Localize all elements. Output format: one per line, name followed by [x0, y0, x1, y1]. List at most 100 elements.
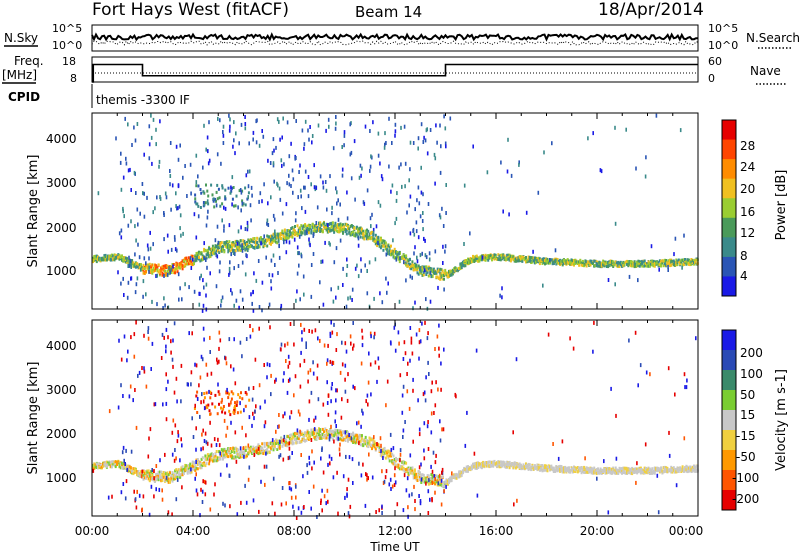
echo-cell: [619, 467, 622, 471]
echo-cell: [473, 255, 476, 259]
echo-cell: [366, 477, 368, 482]
echo-cell: [357, 243, 360, 248]
echo-cell: [283, 228, 286, 232]
echo-cell: [554, 257, 557, 261]
echo-cell: [607, 467, 610, 471]
echo-cell: [165, 195, 168, 200]
echo-cell: [360, 443, 363, 447]
echo-cell: [424, 265, 426, 269]
echo-cell: [371, 438, 373, 442]
echo-cell: [340, 433, 343, 437]
echo-cell: [437, 268, 440, 272]
echo-cell: [674, 468, 676, 472]
echo-cell: [436, 479, 439, 483]
echo-cell: [169, 169, 171, 173]
echo-cell: [367, 229, 370, 233]
echo-cell: [135, 505, 138, 510]
echo-cell: [189, 465, 192, 469]
echo-cell: [285, 438, 288, 442]
power-ytick-3000: 3000: [46, 176, 77, 190]
echo-cell: [395, 464, 397, 468]
echo-cell: [628, 467, 631, 471]
echo-cell: [148, 156, 151, 161]
echo-cell: [645, 467, 647, 471]
echo-cell: [238, 248, 241, 252]
echo-cell: [221, 397, 223, 402]
echo-cell: [294, 233, 296, 237]
echo-cell: [383, 145, 386, 150]
echo-cell: [114, 460, 117, 464]
echo-cell: [509, 254, 512, 258]
echo-cell: [265, 464, 268, 469]
echo-cell: [322, 302, 325, 307]
echo-cell: [422, 265, 425, 269]
echo-cell: [299, 163, 301, 168]
echo-cell: [474, 466, 477, 470]
echo-cell: [229, 244, 232, 248]
echo-cell: [138, 474, 141, 478]
echo-cell: [658, 468, 661, 472]
echo-cell: [268, 241, 271, 245]
echo-cell: [194, 362, 196, 367]
echo-cell: [250, 292, 252, 297]
echo-cell: [464, 259, 467, 262]
echo-cell: [214, 393, 217, 397]
echo-cell: [520, 463, 522, 467]
echo-cell: [130, 276, 133, 281]
echo-cell: [234, 251, 236, 256]
echo-cell: [346, 216, 349, 221]
echo-cell: [663, 262, 666, 266]
power-cb-tick-24: 24: [740, 160, 755, 174]
echo-cell: [627, 260, 630, 264]
echo-cell: [674, 261, 676, 265]
echo-cell: [252, 240, 255, 243]
power-cb-tick-28: 28: [740, 139, 755, 153]
echo-cell: [110, 253, 113, 257]
echo-cell: [552, 470, 555, 473]
echo-cell: [275, 440, 278, 444]
echo-cell: [516, 259, 519, 263]
echo-cell: [184, 164, 186, 168]
echo-cell: [181, 465, 184, 469]
echo-cell: [146, 264, 149, 268]
echo-cell: [147, 247, 150, 252]
echo-cell: [325, 228, 328, 232]
echo-cell: [151, 341, 154, 346]
echo-cell: [607, 260, 610, 264]
echo-cell: [521, 259, 524, 263]
echo-cell: [294, 225, 296, 228]
echo-cell: [234, 249, 237, 253]
echo-cell: [302, 224, 305, 228]
echo-cell: [406, 468, 409, 472]
echo-cell: [122, 175, 125, 180]
echo-cell: [661, 259, 664, 263]
echo-cell: [248, 450, 251, 454]
echo-cell: [533, 464, 536, 468]
echo-cell: [223, 228, 225, 233]
echo-cell: [282, 438, 285, 443]
echo-cell: [581, 262, 584, 266]
echo-cell: [416, 255, 418, 260]
echo-cell: [503, 461, 506, 465]
echo-cell: [422, 273, 425, 277]
echo-cell: [187, 464, 190, 467]
echo-cell: [207, 403, 210, 407]
echo-cell: [354, 441, 357, 445]
echo-cell: [670, 263, 673, 267]
echo-cell: [395, 257, 398, 262]
echo-cell: [166, 475, 169, 479]
echo-cell: [196, 251, 199, 255]
echo-cell: [294, 432, 296, 436]
echo-cell: [354, 232, 357, 236]
echo-cell: [364, 231, 367, 235]
echo-cell: [686, 465, 689, 469]
echo-cell: [355, 440, 358, 444]
echo-cell: [531, 260, 534, 264]
echo-cell: [438, 473, 441, 478]
echo-cell: [450, 269, 453, 273]
echo-cell: [287, 236, 290, 240]
echo-cell: [410, 466, 413, 470]
echo-cell: [268, 441, 271, 445]
echo-cell: [371, 444, 373, 448]
echo-cell: [147, 473, 150, 477]
